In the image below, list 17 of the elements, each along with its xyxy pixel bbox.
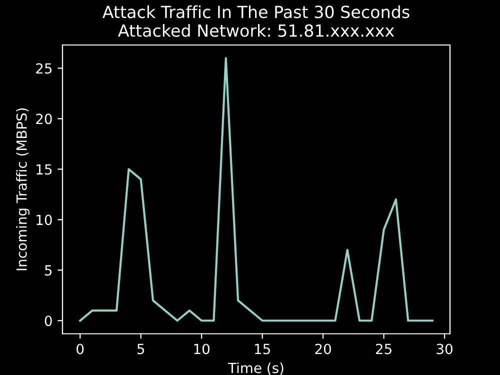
x-tick-label: 5	[138, 344, 144, 354]
y-tick-label: 15	[36, 164, 52, 175]
y-tick-label: 0	[44, 316, 52, 326]
x-tick-label: 0	[76, 344, 84, 354]
x-tick-label: 15	[255, 344, 270, 354]
x-tick-label: 10	[194, 344, 210, 354]
chart-title: Attack Traffic In The Past 30 Seconds Attacked Network: 51.81.xxx.xxx	[102, 5, 410, 37]
y-tick-label: 5	[45, 265, 52, 276]
y-tick-label: 10	[36, 214, 52, 226]
y-tick-label: 25	[36, 63, 52, 74]
y-axis-title: Incoming Traffic (MBPS)	[16, 108, 30, 270]
x-tick-label: 20	[315, 344, 331, 354]
x-tick-label: 30	[436, 344, 452, 354]
x-tick-label: 25	[376, 344, 392, 354]
y-tick-label: 20	[36, 114, 52, 124]
line-series	[79, 57, 434, 322]
x-axis-title: Time (s)	[228, 362, 284, 375]
